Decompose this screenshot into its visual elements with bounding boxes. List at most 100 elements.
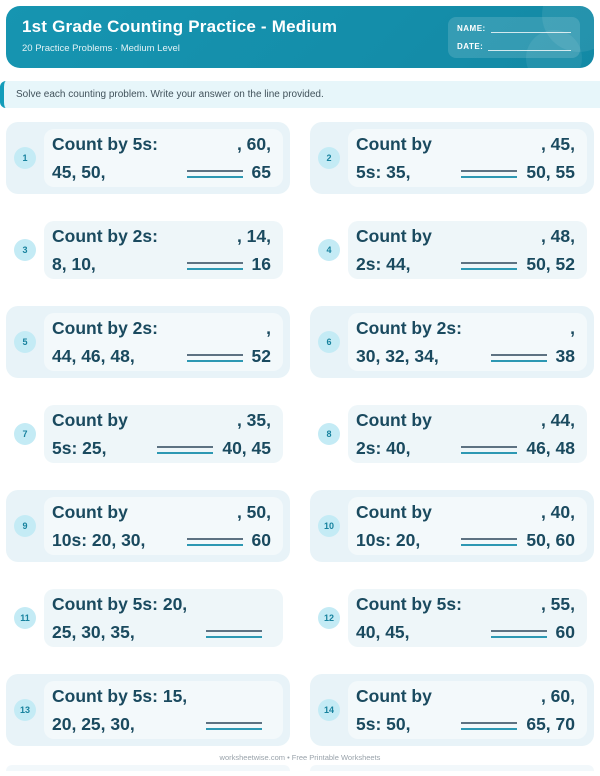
question-line2-left: 20, 25, 30, xyxy=(52,713,135,734)
problem-body: Count by , 44, 2s: 40, 46, 48 xyxy=(348,405,587,463)
question-line1-left: Count by 2s: xyxy=(52,225,158,246)
question-line2-left: 5s: 25, xyxy=(52,437,107,458)
partial-card xyxy=(310,765,594,771)
problem-card: 13 Count by 5s: 15, 20, 25, 30, xyxy=(6,674,290,746)
problem-number-badge: 4 xyxy=(318,239,340,261)
date-label: DATE: xyxy=(457,42,484,51)
problem-body: Count by 5s: , 60, 45, 50, 65 xyxy=(44,129,283,187)
answer-blank-line[interactable] xyxy=(186,169,243,178)
problem-card: 7 Count by , 35, 5s: 25, 40, 45 xyxy=(6,398,290,470)
answer-blank-line[interactable] xyxy=(461,721,518,730)
problem-number-badge: 8 xyxy=(318,423,340,445)
name-label: NAME: xyxy=(457,24,486,33)
question-line2-left: 10s: 20, 30, xyxy=(52,529,146,550)
question-line1-right: , 50, xyxy=(236,501,271,522)
question-line2-left: 40, 45, xyxy=(356,621,410,642)
question-line2-left: 5s: 35, xyxy=(356,161,411,182)
answer-blank-line[interactable] xyxy=(490,353,547,362)
question-line2-right: 65 xyxy=(251,161,271,182)
answer-blank-line[interactable] xyxy=(186,261,243,270)
problem-card: 1 Count by 5s: , 60, 45, 50, 65 xyxy=(6,122,290,194)
page-subtitle: 20 Practice Problems · Medium Level xyxy=(22,43,180,54)
problem-card: 9 Count by , 50, 10s: 20, 30, 60 xyxy=(6,490,290,562)
problems-grid: 1 Count by 5s: , 60, 45, 50, 65 2 Count … xyxy=(6,122,594,746)
question-line2-right: 16 xyxy=(251,253,271,274)
problem-number-badge: 10 xyxy=(318,515,340,537)
question-line1-right: , 60, xyxy=(236,133,271,154)
problem-card: 8 Count by , 44, 2s: 40, 46, 48 xyxy=(310,398,594,470)
name-date-box: NAME: DATE: xyxy=(448,17,580,58)
problem-card: 4 Count by , 48, 2s: 44, 50, 52 xyxy=(310,214,594,286)
question-line2-left: 45, 50, xyxy=(52,161,106,182)
problem-body: Count by 2s: , 30, 32, 34, 38 xyxy=(348,313,587,371)
question-line2-left: 8, 10, xyxy=(52,253,96,274)
date-input-line[interactable] xyxy=(488,42,571,51)
question-line1-right: , 45, xyxy=(540,133,575,154)
page-title: 1st Grade Counting Practice - Medium xyxy=(22,17,338,36)
problem-number-badge: 1 xyxy=(14,147,36,169)
question-line2-right: 50, 52 xyxy=(526,253,575,274)
problem-number-badge: 5 xyxy=(14,331,36,353)
name-input-line[interactable] xyxy=(490,24,571,33)
question-line2-right: 40, 45 xyxy=(222,437,271,458)
problem-card: 11 Count by 5s: 20, 25, 30, 35, xyxy=(6,582,290,654)
answer-blank-line[interactable] xyxy=(461,537,518,546)
problem-body: Count by , 48, 2s: 44, 50, 52 xyxy=(348,221,587,279)
footer-credit: worksheetwise.com • Free Printable Works… xyxy=(219,753,381,762)
question-line1-right: , 35, xyxy=(236,409,271,430)
problem-number-badge: 13 xyxy=(14,699,36,721)
question-line1-left: Count by xyxy=(356,225,432,246)
question-line2-right: 50, 55 xyxy=(526,161,575,182)
problem-body: Count by 5s: , 55, 40, 45, 60 xyxy=(348,589,587,647)
question-line1-left: Count by 2s: xyxy=(356,317,462,338)
problem-card: 5 Count by 2s: , 44, 46, 48, 52 xyxy=(6,306,290,378)
problem-card: 3 Count by 2s: , 14, 8, 10, 16 xyxy=(6,214,290,286)
problem-body: Count by , 50, 10s: 20, 30, 60 xyxy=(44,497,283,555)
question-line1-left: Count by 5s: xyxy=(52,133,158,154)
question-line1-left: Count by 5s: 20, xyxy=(52,593,188,614)
question-line2-left: 30, 32, 34, xyxy=(356,345,439,366)
worksheet-header: 1st Grade Counting Practice - Medium 20 … xyxy=(6,6,594,68)
question-line1-left: Count by xyxy=(52,501,128,522)
question-line1-left: Count by 5s: 15, xyxy=(52,685,188,706)
question-line1-right: , 40, xyxy=(540,501,575,522)
question-line1-right: , xyxy=(266,317,271,338)
answer-blank-line[interactable] xyxy=(461,445,518,454)
question-line1-left: Count by 5s: xyxy=(356,593,462,614)
problem-body: Count by , 45, 5s: 35, 50, 55 xyxy=(348,129,587,187)
problem-body: Count by , 40, 10s: 20, 50, 60 xyxy=(348,497,587,555)
problem-number-badge: 3 xyxy=(14,239,36,261)
problem-card: 2 Count by , 45, 5s: 35, 50, 55 xyxy=(310,122,594,194)
question-line2-left: 44, 46, 48, xyxy=(52,345,135,366)
answer-blank-line[interactable] xyxy=(206,721,262,730)
question-line2-left: 2s: 44, xyxy=(356,253,411,274)
question-line2-right: 50, 60 xyxy=(526,529,575,550)
question-line1-right: , 14, xyxy=(236,225,271,246)
question-line2-right: 60 xyxy=(251,529,271,550)
answer-blank-line[interactable] xyxy=(461,169,518,178)
question-line2-right: 38 xyxy=(555,345,575,366)
problem-number-badge: 2 xyxy=(318,147,340,169)
answer-blank-line[interactable] xyxy=(206,629,262,638)
question-line2-left: 10s: 20, xyxy=(356,529,421,550)
problem-number-badge: 9 xyxy=(14,515,36,537)
decorative-circle xyxy=(526,30,582,68)
problem-card: 10 Count by , 40, 10s: 20, 50, 60 xyxy=(310,490,594,562)
question-line1-right: , 60, xyxy=(540,685,575,706)
question-line1-right: , 55, xyxy=(540,593,575,614)
answer-blank-line[interactable] xyxy=(186,353,243,362)
question-line1-left: Count by xyxy=(52,409,128,430)
problem-card: 6 Count by 2s: , 30, 32, 34, 38 xyxy=(310,306,594,378)
answer-blank-line[interactable] xyxy=(490,629,547,638)
answer-blank-line[interactable] xyxy=(157,445,214,454)
problem-body: Count by , 35, 5s: 25, 40, 45 xyxy=(44,405,283,463)
partial-card xyxy=(6,765,290,771)
question-line2-right: 65, 70 xyxy=(526,713,575,734)
question-line2-right: 46, 48 xyxy=(526,437,575,458)
answer-blank-line[interactable] xyxy=(186,537,243,546)
answer-blank-line[interactable] xyxy=(461,261,518,270)
question-line2-left: 2s: 40, xyxy=(356,437,411,458)
question-line1-right: , xyxy=(570,317,575,338)
problem-number-badge: 12 xyxy=(318,607,340,629)
question-line1-left: Count by 2s: xyxy=(52,317,158,338)
